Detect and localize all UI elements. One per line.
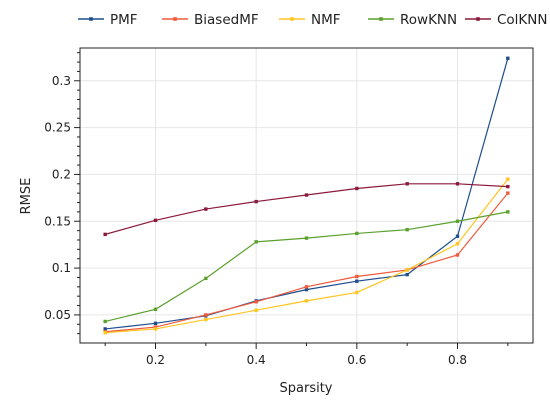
data-point-rowknn (153, 307, 158, 311)
x-tick-label: 0.4 (247, 353, 266, 367)
y-axis: 0.05 0.1 0.15 0.2 0.25 0.3 (44, 52, 80, 335)
series-nmf (103, 177, 510, 335)
data-point-colknn (254, 199, 258, 204)
legend-label: RowKNN (400, 12, 457, 28)
data-point-rowknn (355, 231, 359, 236)
series-layer (103, 56, 510, 335)
data-point-pmf (405, 272, 409, 277)
legend-label: ColKNN (497, 12, 548, 28)
data-point-nmf (506, 177, 510, 181)
legend-marker (379, 17, 383, 21)
data-point-biasedmf (204, 313, 208, 317)
series-line-nmf (105, 178, 509, 334)
data-point-colknn (455, 182, 460, 186)
data-point-pmf (103, 327, 107, 331)
series-biasedmf (103, 191, 510, 334)
y-tick-label: 0.1 (52, 261, 71, 275)
legend-item-rowknn: RowKNN (368, 12, 457, 28)
data-point-biasedmf (506, 191, 510, 195)
data-point-rowknn (506, 210, 510, 214)
y-tick-label: 0.3 (52, 74, 71, 88)
legend-item-pmf: PMF (78, 12, 138, 28)
y-tick-label: 0.2 (52, 167, 71, 181)
data-point-nmf (254, 308, 258, 312)
data-point-rowknn (204, 276, 208, 281)
data-point-biasedmf (355, 274, 359, 279)
data-point-colknn (405, 182, 409, 186)
data-point-colknn (153, 218, 158, 223)
legend-item-nmf: NMF (279, 12, 341, 28)
data-point-colknn (506, 184, 510, 189)
data-point-pmf (506, 56, 510, 61)
x-tick-label: 0.2 (146, 353, 165, 367)
legend-marker (476, 17, 480, 21)
legend-label: PMF (110, 12, 138, 28)
data-point-colknn (355, 186, 359, 191)
y-tick-label: 0.15 (44, 214, 71, 228)
data-point-nmf (304, 299, 309, 303)
legend-marker (290, 17, 294, 21)
legend-label: BiasedMF (194, 12, 259, 28)
data-point-nmf (153, 327, 158, 331)
data-point-colknn (103, 232, 107, 237)
data-point-rowknn (455, 219, 460, 223)
data-point-colknn (304, 193, 309, 197)
data-point-nmf (455, 242, 460, 246)
data-point-nmf (103, 330, 107, 335)
data-point-biasedmf (455, 253, 460, 257)
series-rowknn (103, 210, 510, 324)
y-axis-label: RMSE (19, 178, 34, 215)
legend-marker (89, 17, 93, 21)
data-point-biasedmf (254, 300, 258, 304)
legend-label: NMF (311, 12, 341, 28)
data-point-pmf (355, 279, 359, 283)
x-axis-label: Sparsity (280, 381, 333, 396)
data-point-biasedmf (304, 285, 309, 289)
series-line-colknn (105, 183, 508, 235)
series-line-biasedmf (105, 192, 509, 333)
legend-item-colknn: ColKNN (465, 12, 548, 28)
x-tick-label: 0.8 (448, 353, 467, 367)
series-colknn (103, 182, 510, 237)
data-point-colknn (204, 207, 208, 211)
data-point-rowknn (254, 240, 258, 244)
y-tick-label: 0.05 (44, 308, 71, 322)
x-axis: 0.2 0.4 0.6 0.8 (104, 343, 509, 367)
data-point-nmf (405, 268, 409, 272)
series-line-rowknn (105, 211, 508, 323)
data-point-nmf (355, 290, 359, 295)
legend-item-biasedmf: BiasedMF (162, 12, 259, 28)
data-point-pmf (304, 287, 309, 292)
data-point-biasedmf (153, 325, 158, 329)
legend: PMF BiasedMF NMF RowKNN ColKNN (78, 12, 548, 28)
data-point-rowknn (405, 227, 409, 232)
legend-marker (173, 17, 177, 21)
data-point-rowknn (304, 236, 309, 240)
x-tick-label: 0.6 (347, 353, 366, 367)
data-point-nmf (204, 317, 208, 322)
data-point-pmf (153, 321, 158, 326)
data-point-pmf (455, 234, 460, 238)
data-point-rowknn (103, 319, 107, 324)
y-tick-label: 0.25 (44, 121, 71, 135)
